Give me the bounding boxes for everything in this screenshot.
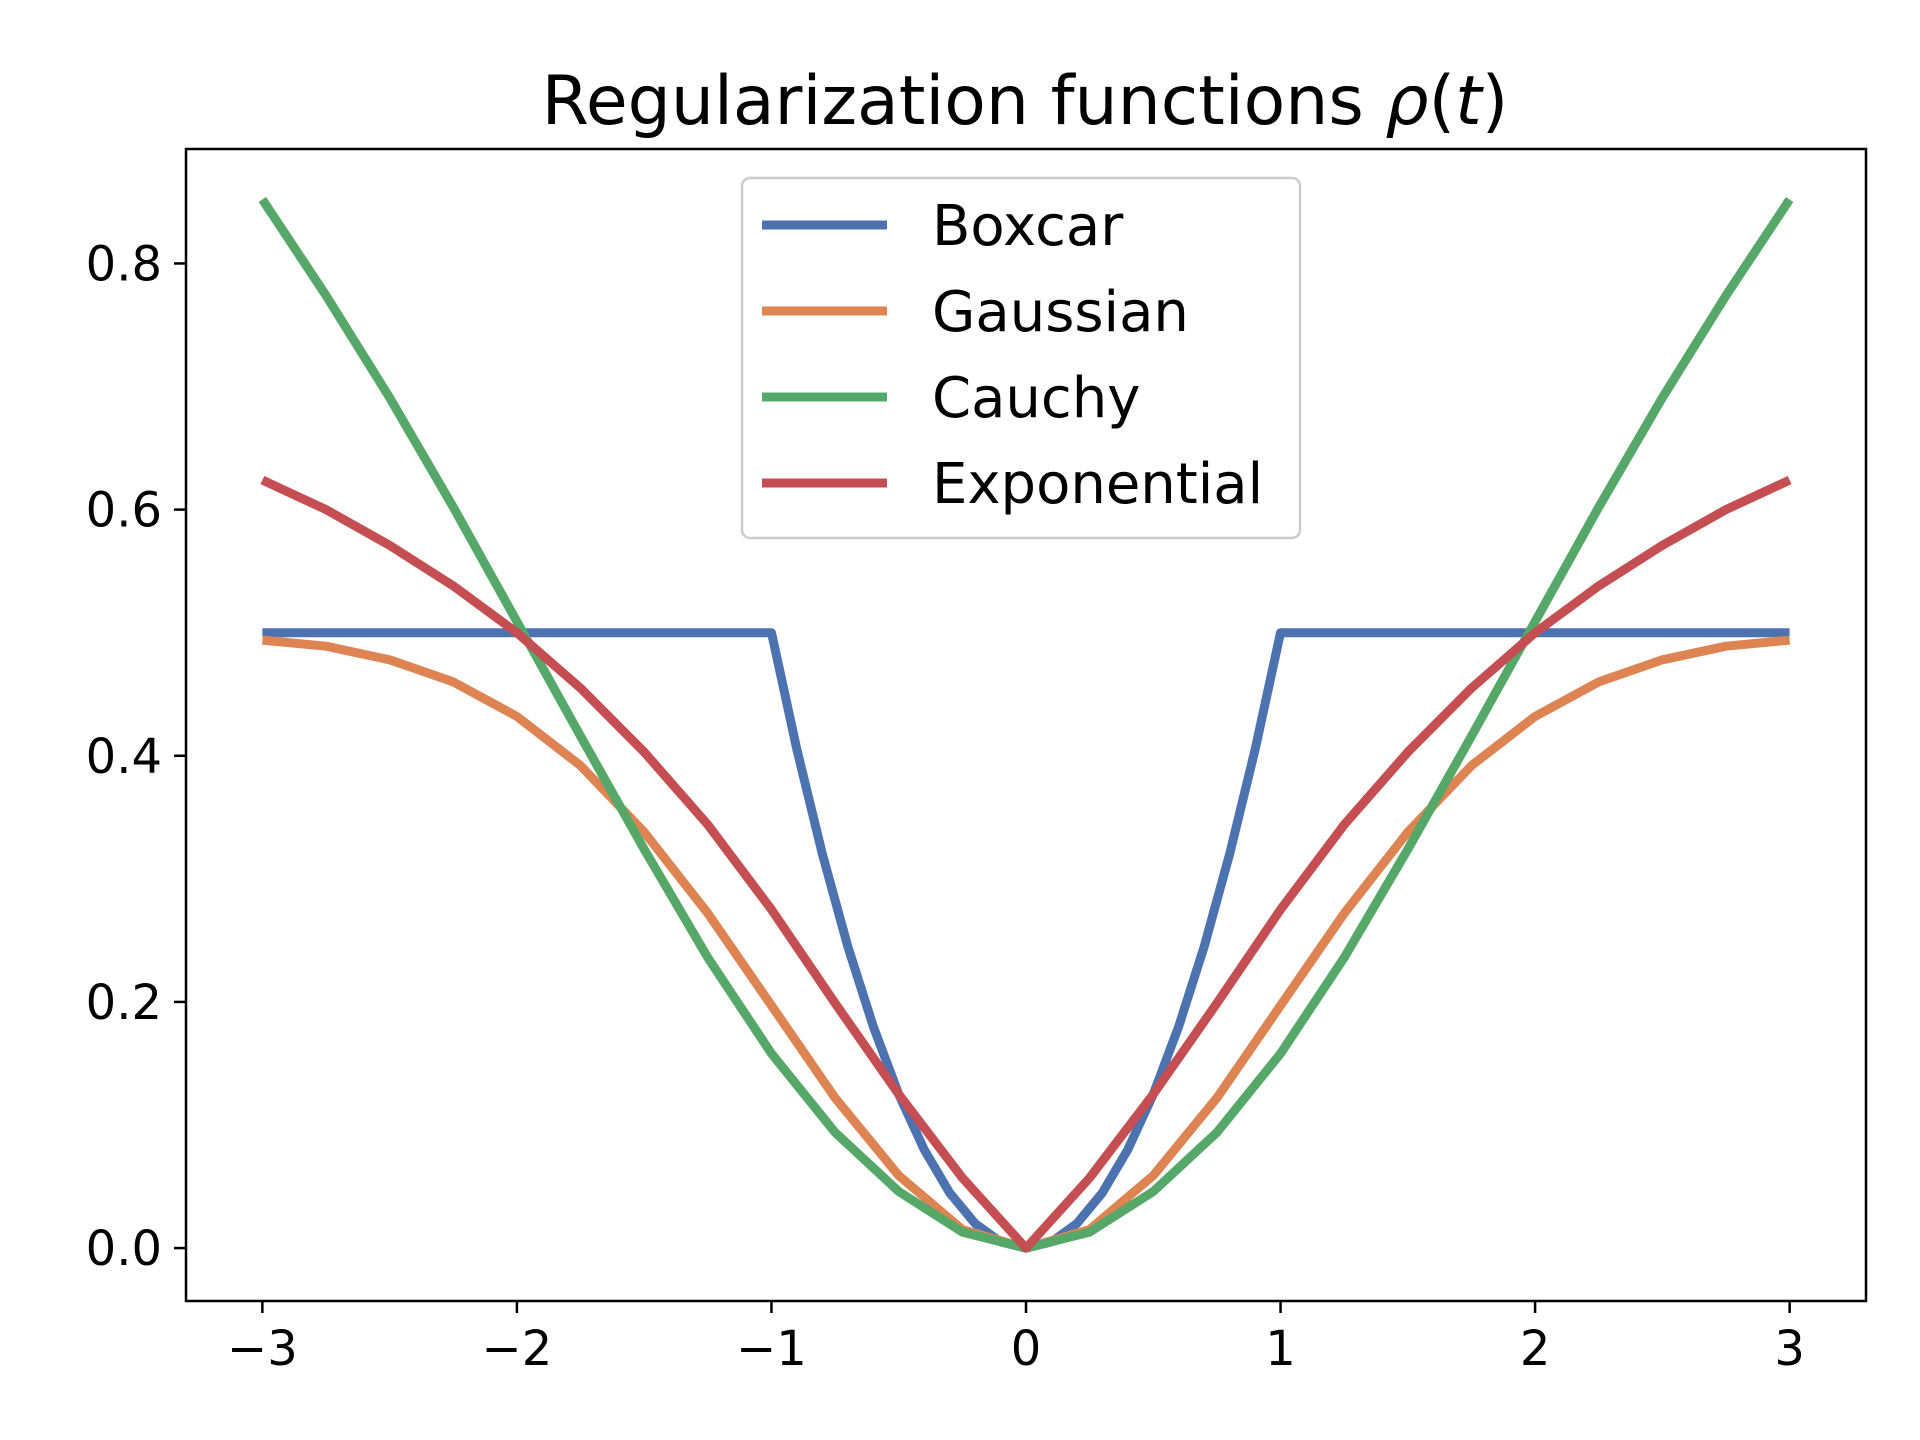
legend: Boxcar Gaussian Cauchy Exponential: [740, 176, 1302, 540]
y-tick-label: 0.4: [86, 729, 162, 785]
x-tick-label: −2: [482, 1321, 553, 1377]
chart-title-variable: t: [1455, 62, 1484, 141]
series-line-gaussian: [261, 635, 1791, 1253]
legend-label-boxcar: Boxcar: [932, 194, 1124, 259]
chart-title-math: ρ: [1385, 62, 1428, 141]
legend-label-gaussian: Gaussian: [932, 280, 1189, 345]
x-tick-label: −3: [227, 1321, 298, 1377]
x-tick-label: 1: [1265, 1321, 1296, 1377]
series-line-exponential: [260, 476, 1792, 1253]
series-layer: [258, 197, 1794, 1253]
y-tick-label: 0.2: [86, 975, 162, 1031]
chart-title-close-paren: ): [1482, 62, 1509, 141]
x-tick-label: 0: [1011, 1321, 1042, 1377]
x-tick-label: 2: [1520, 1321, 1551, 1377]
y-tick-label: 0.8: [86, 236, 162, 292]
y-tick-label: 0.0: [86, 1221, 162, 1277]
legend-label-exponential: Exponential: [932, 452, 1263, 517]
x-tick-label: 3: [1774, 1321, 1805, 1377]
series-line-boxcar: [262, 628, 1790, 1253]
legend-label-cauchy: Cauchy: [932, 366, 1140, 431]
chart-title: Regularization functions ρ(t): [542, 62, 1509, 141]
y-tick-label: 0.6: [86, 483, 162, 539]
legend-box: [740, 176, 1302, 540]
axes-layer: −3 −2 −1 0 1 2 3 0.0 0.2 0.4 0.6 0.8: [86, 147, 1868, 1377]
chart-title-main: Regularization functions: [542, 62, 1386, 141]
x-tick-label: −1: [736, 1321, 807, 1377]
chart-title-open-paren: (: [1429, 62, 1456, 141]
